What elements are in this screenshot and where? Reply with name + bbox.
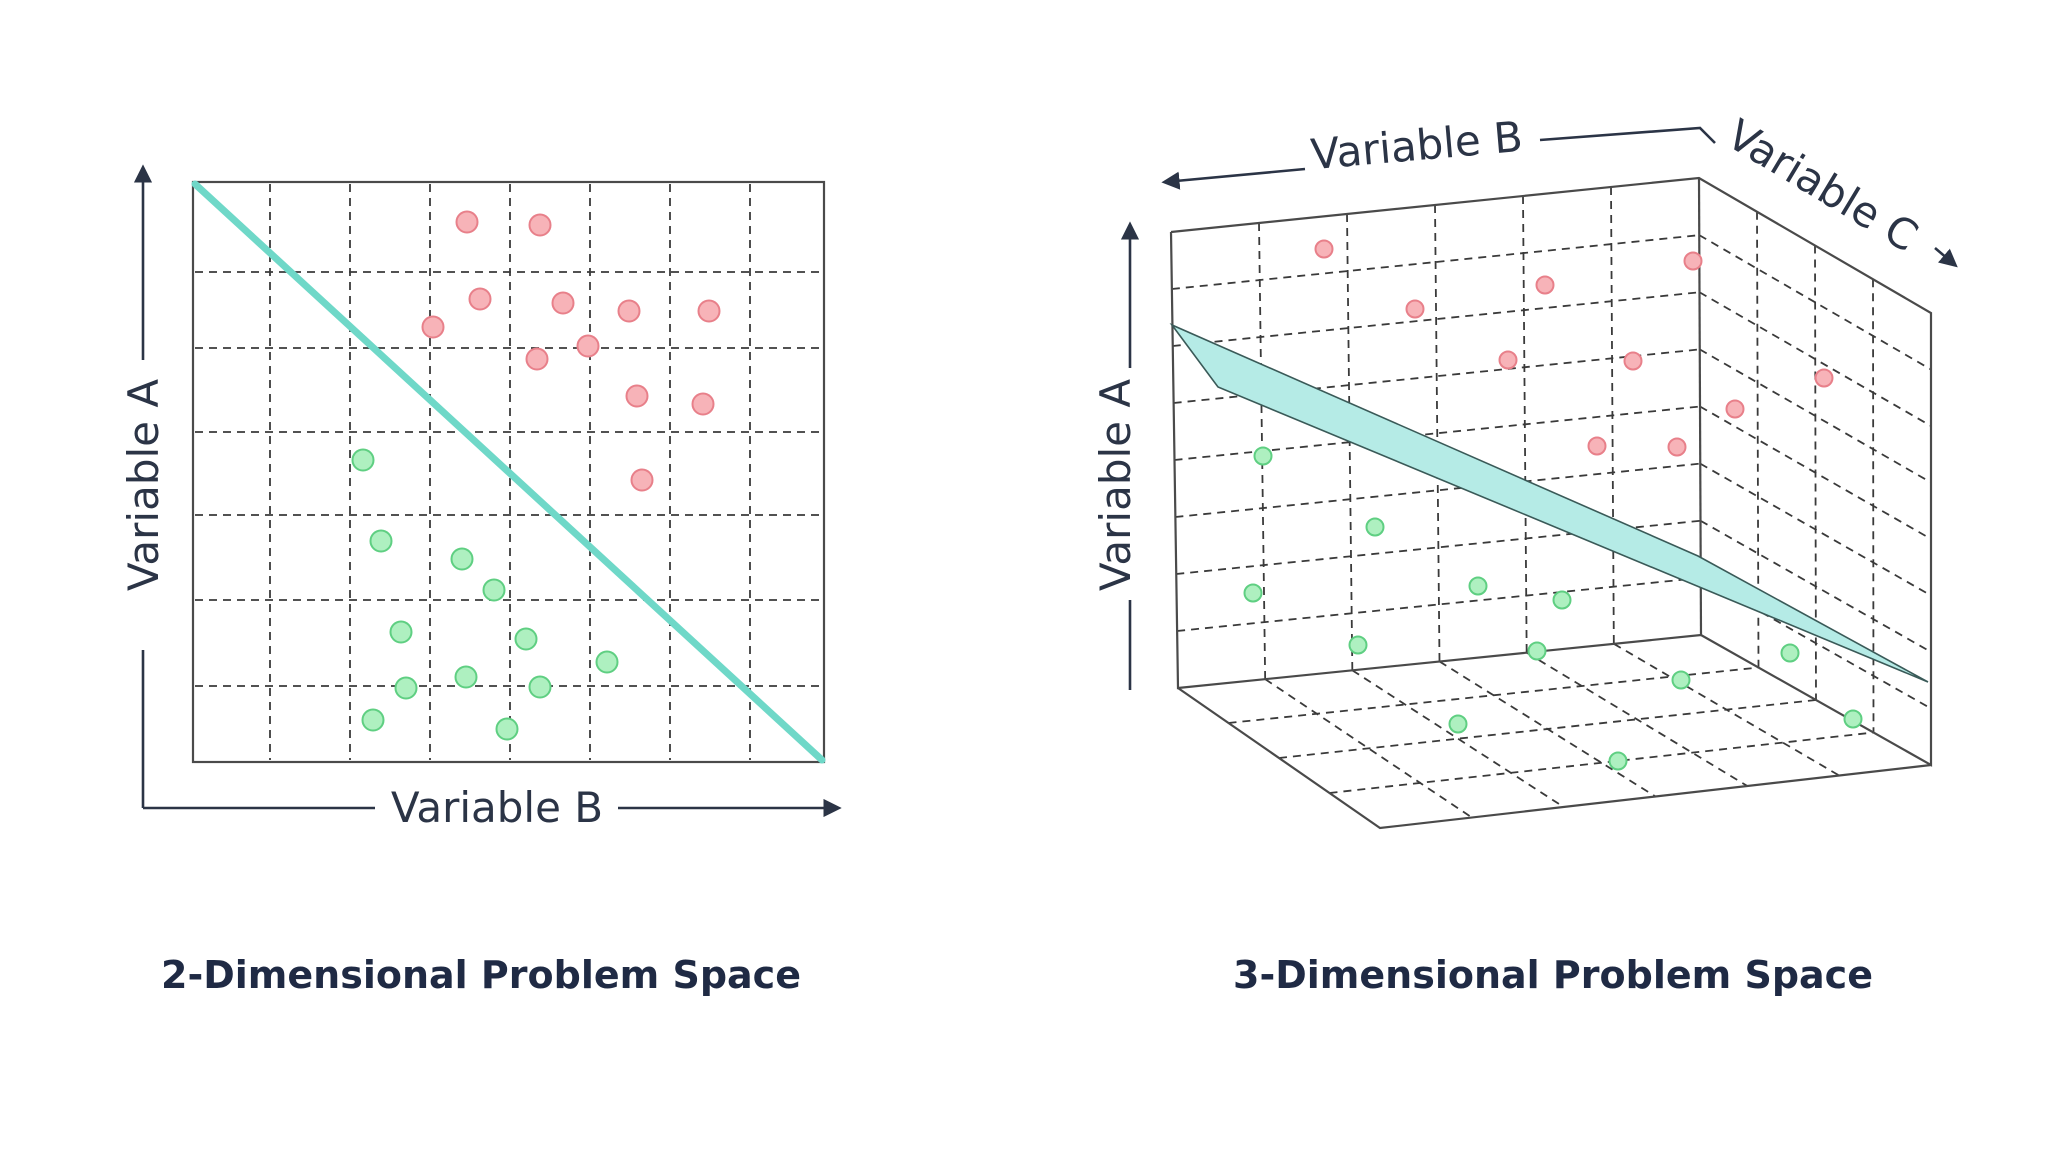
data-point-red: [576, 334, 600, 358]
data-point-green: [1365, 517, 1385, 537]
plot-frame-2d: [191, 180, 826, 764]
grid-line-3d: [1698, 234, 1932, 371]
data-point-green: [495, 717, 519, 741]
data-point-red: [691, 392, 715, 416]
data-point-green: [1780, 643, 1800, 663]
data-point-green: [361, 708, 385, 732]
data-point-green: [1243, 583, 1263, 603]
data-point-red: [1683, 251, 1703, 271]
data-point-green: [394, 676, 418, 700]
grid-line-3d: [1434, 204, 1441, 662]
data-point-green: [450, 547, 474, 571]
grid-line-3d: [1171, 234, 1700, 290]
data-point-red: [1725, 399, 1745, 419]
data-point-green: [1468, 576, 1488, 596]
grid-line-3d: [1228, 666, 1759, 724]
data-point-red: [1814, 368, 1834, 388]
grid-line-3d: [1329, 731, 1874, 794]
data-point-red: [1314, 239, 1334, 259]
data-point-green: [528, 675, 552, 699]
decision-boundary-line: [191, 180, 826, 764]
panel-3d: Variable B Variable A Variable C 3-Dimen…: [1091, 110, 1958, 997]
data-point-red: [551, 291, 575, 315]
grid-line-3d: [1699, 291, 1932, 427]
z-axis-3d-arrow: [1934, 247, 1958, 268]
data-point-red: [630, 468, 654, 492]
data-point-green: [1552, 590, 1572, 610]
data-point-red: [1623, 351, 1643, 371]
data-point-red: [1535, 275, 1555, 295]
x-axis-3d-right: [1539, 126, 1716, 144]
cube-outer-edges: [1169, 176, 1933, 767]
data-point-red: [617, 299, 641, 323]
data-point-green: [1527, 641, 1547, 661]
data-point-green: [1608, 751, 1628, 771]
data-point-green: [514, 627, 538, 651]
data-point-red: [697, 299, 721, 323]
grid-line-3d: [1278, 699, 1817, 759]
data-point-red: [455, 210, 479, 234]
z-axis-label-3d: Variable C: [1719, 110, 1927, 262]
panel-2d: Variable B Variable A 2-Dimensional Prob…: [119, 164, 842, 997]
grid-line-3d: [1351, 669, 1565, 808]
points-3d: [1243, 239, 1863, 771]
x-axis-label-2d: Variable B: [391, 783, 603, 832]
separating-hyperplane: [1169, 323, 1929, 683]
data-point-red: [528, 213, 552, 237]
data-point-green: [1448, 714, 1468, 734]
data-point-green: [389, 620, 413, 644]
data-point-green: [1843, 709, 1863, 729]
data-point-green: [351, 448, 375, 472]
data-point-red: [625, 384, 649, 408]
grid-line-3d: [1175, 462, 1701, 518]
data-point-red: [421, 315, 445, 339]
data-point-green: [1671, 670, 1691, 690]
caption-3d: 3-Dimensional Problem Space: [1233, 953, 1873, 997]
data-point-green: [1348, 635, 1368, 655]
grid-line-3d: [1526, 651, 1748, 787]
grid-line-3d: [1699, 405, 1932, 540]
data-point-red: [1587, 436, 1607, 456]
data-point-red: [468, 287, 492, 311]
grid-line-3d: [1699, 462, 1932, 597]
grid-line-3d: [1177, 576, 1701, 632]
data-point-green: [369, 529, 393, 553]
x-axis-label-3d: Variable B: [1309, 112, 1525, 179]
data-point-red: [1405, 299, 1425, 319]
points-2d: [351, 210, 721, 741]
data-point-red: [525, 347, 549, 371]
cube-floor-front-edge: [1177, 687, 1932, 830]
grid-line-3d: [1700, 519, 1932, 653]
data-point-green: [595, 650, 619, 674]
x-axis-3d-arrow: [1161, 167, 1306, 190]
grid-line-3d: [1172, 291, 1700, 347]
data-point-green: [482, 578, 506, 602]
caption-2d: 2-Dimensional Problem Space: [161, 953, 801, 997]
data-point-green: [1253, 446, 1273, 466]
data-point-red: [1498, 350, 1518, 370]
grid-line-3d: [1699, 348, 1932, 484]
data-point-red: [1667, 437, 1687, 457]
data-point-green: [454, 665, 478, 689]
y-axis-label-3d: Variable A: [1091, 379, 1140, 591]
y-axis-label-2d: Variable A: [119, 379, 168, 591]
